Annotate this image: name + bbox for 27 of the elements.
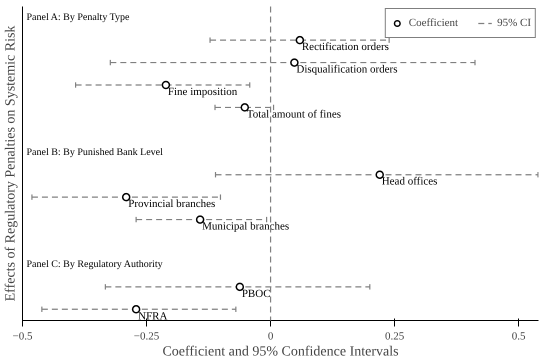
y-tick-label: Fine imposition xyxy=(168,86,238,98)
y-tick-label: Provincial branches xyxy=(128,198,216,210)
y-tick-label: Rectification orders xyxy=(302,41,389,54)
point xyxy=(196,215,204,224)
x-tick-label: 0.25 xyxy=(384,330,405,342)
y-tick-label: Municipal branches xyxy=(202,220,290,233)
annotation: Panel A: By Penalty Type xyxy=(26,12,130,24)
x-axis-title: Coefficient and 95% Confidence Intervals xyxy=(162,344,399,360)
point xyxy=(162,80,170,90)
annotation: Panel B: By Punished Bank Level xyxy=(26,146,164,158)
x-tick-label: −0.5 xyxy=(12,330,33,342)
x-tick-label: 0.5 xyxy=(512,330,526,342)
y-tick-label: Total amount of fines xyxy=(246,108,342,120)
point xyxy=(236,282,244,292)
y-tick-label: Disqualification orders xyxy=(296,64,398,76)
legend-label: Coefficient xyxy=(408,17,458,29)
annotation: 95% CI xyxy=(497,17,531,29)
y-tick-label: PBOC xyxy=(242,288,271,300)
annotation: Panel C: By Regulatory Authority xyxy=(26,258,163,270)
y-tick-label: NFRA xyxy=(138,310,168,322)
y-tick-label: Head offices xyxy=(382,176,438,188)
point xyxy=(132,305,140,314)
x-tick-label: 0 xyxy=(268,330,274,342)
x-tick-label: −0.25 xyxy=(134,330,160,342)
y-axis-title: Effects of Regulatory Penalties on Systemic Risk xyxy=(4,26,18,302)
point xyxy=(375,170,384,179)
point xyxy=(122,192,130,202)
